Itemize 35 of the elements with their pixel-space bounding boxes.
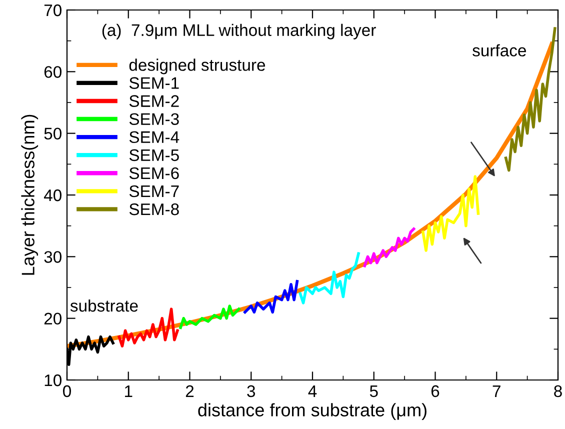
x-tick-label: 6 [431, 385, 440, 398]
legend-label: SEM-7 [129, 185, 179, 198]
y-tick-label: 50 [44, 128, 62, 140]
legend-label: SEM-3 [129, 113, 179, 126]
x-tick-label: 8 [554, 385, 562, 398]
y-tick-label: 70 [44, 4, 62, 16]
text: (a) 7.9μm MLL without marking layer [102, 24, 376, 40]
y-tick-label: 60 [44, 66, 62, 78]
y-tick-label: 40 [44, 189, 62, 202]
line-series [179, 304, 240, 329]
legend-label: SEM-5 [129, 149, 179, 162]
x-tick-label: 7 [492, 385, 500, 397]
line-series [422, 175, 480, 252]
line-series [244, 280, 299, 314]
y-axis-title: Layer thickness(nm) [21, 114, 38, 275]
x-axis-title: distance from substrate (μm) [198, 403, 426, 420]
x-tick-label: 3 [247, 385, 256, 398]
y-tick-label: 20 [44, 312, 62, 325]
y-tick-label: 10 [44, 374, 62, 386]
y-tick-label: 30 [44, 251, 62, 263]
legend-label: SEM-8 [129, 203, 179, 216]
line-series [363, 228, 416, 268]
annotation: surface [472, 44, 526, 56]
x-tick-label: 5 [370, 385, 378, 398]
legend-label: SEM-2 [129, 95, 179, 107]
x-tick-label: 4 [308, 385, 317, 397]
legend-label: SEM-1 [129, 77, 179, 89]
x-tick-label: 2 [186, 385, 194, 397]
legend-label: SEM-4 [129, 131, 180, 144]
x-tick-label: 1 [125, 385, 132, 397]
line-series [298, 252, 360, 304]
legend-label: SEM-6 [129, 167, 179, 180]
x-tick-label: 0 [63, 385, 71, 398]
legend-label: designed strusture [129, 58, 266, 74]
annotation: substrate [70, 299, 138, 312]
